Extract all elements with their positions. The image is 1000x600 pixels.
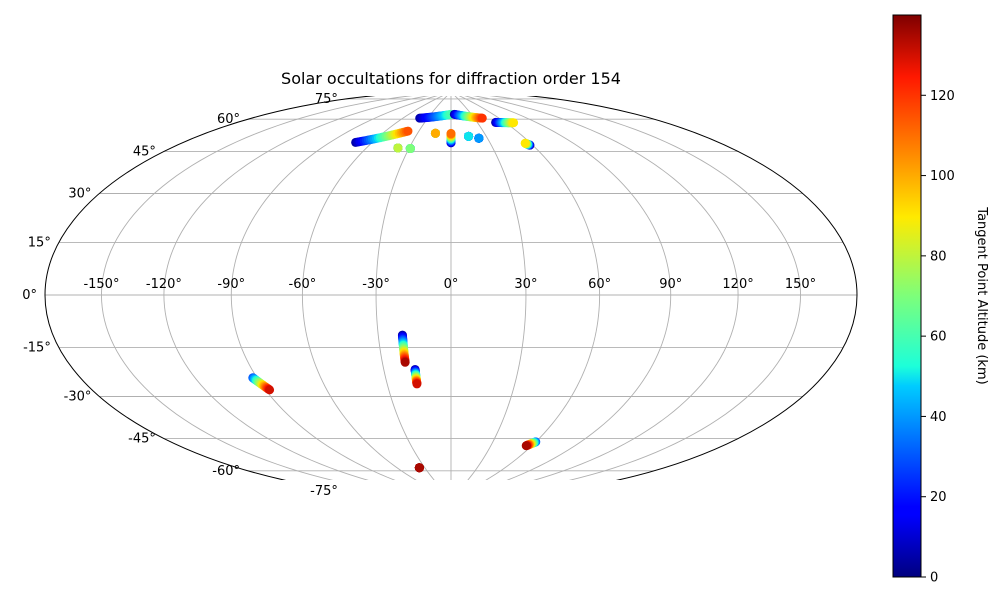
lon-tick-label: 150°	[785, 277, 816, 292]
occultation-point	[430, 128, 440, 138]
lat-tick-label: -30°	[64, 390, 92, 405]
lon-tick-label: -30°	[362, 277, 390, 292]
lat-tick-label: 0°	[22, 288, 37, 303]
lon-tick-label: 60°	[588, 277, 611, 292]
lat-tick-label: 45°	[133, 144, 156, 159]
lon-tick-label: -60°	[289, 277, 317, 292]
colorbar-tick-label: 40	[930, 410, 947, 425]
lon-tick-label: 90°	[659, 277, 682, 292]
map-boundary	[44, 96, 858, 480]
occultation-point	[509, 118, 519, 128]
occultation-point	[521, 441, 531, 451]
lon-tick-label: 30°	[514, 277, 537, 292]
colorbar-label: Tangent Point Altitude (km)	[974, 206, 989, 384]
colorbar-tick-label: 100	[930, 169, 955, 184]
occultation-points	[248, 109, 541, 473]
lat-tick-label: 75°	[315, 92, 338, 107]
lat-tick-label: 60°	[217, 112, 240, 127]
occultation-point	[520, 138, 530, 148]
lat-tick-label: -75°	[310, 484, 338, 499]
lon-tick-label: -150°	[83, 277, 119, 292]
lat-tick-label: -60°	[212, 464, 240, 479]
colorbar-ticks: 0 20 40 60 80 100 120	[921, 89, 955, 586]
occultation-point	[400, 357, 410, 367]
map-grid	[45, 96, 857, 480]
occultation-point	[265, 385, 275, 395]
chart-title: Solar occultations for diffraction order…	[281, 69, 621, 88]
occultation-point	[477, 113, 487, 123]
occultation-point	[403, 126, 413, 136]
lon-tick-label: -90°	[217, 277, 245, 292]
occultation-point	[414, 463, 424, 473]
lat-tick-label: -15°	[23, 341, 51, 356]
colorbar-tick-label: 60	[930, 330, 947, 345]
lon-tick-label: -120°	[146, 277, 182, 292]
longitude-tick-labels: -150° -120° -90° -60° -30° 0° 30° 60° 90° 120° 150…	[83, 277, 816, 292]
colorbar-tick-label: 0	[930, 571, 938, 586]
occultation-point	[393, 143, 403, 153]
occultation-point	[412, 379, 422, 389]
lat-tick-label: -45°	[128, 432, 156, 447]
occultation-point	[405, 144, 415, 154]
lon-tick-label: 120°	[722, 277, 753, 292]
occultation-point	[464, 131, 474, 141]
colorbar-tick-label: 120	[930, 89, 955, 104]
colorbar-tick-label: 80	[930, 249, 947, 264]
occultation-point	[446, 128, 456, 138]
occultation-point	[474, 133, 484, 143]
colorbar	[892, 14, 922, 578]
lat-tick-label: 15°	[28, 235, 51, 250]
lon-tick-label: 0°	[444, 277, 459, 292]
lat-tick-label: 30°	[68, 187, 91, 202]
colorbar-tick-label: 20	[930, 490, 947, 505]
latitude-tick-labels: -75° -60° -45° -30° -15° 0° 15° 30° 45° 60° 75°	[22, 92, 338, 499]
